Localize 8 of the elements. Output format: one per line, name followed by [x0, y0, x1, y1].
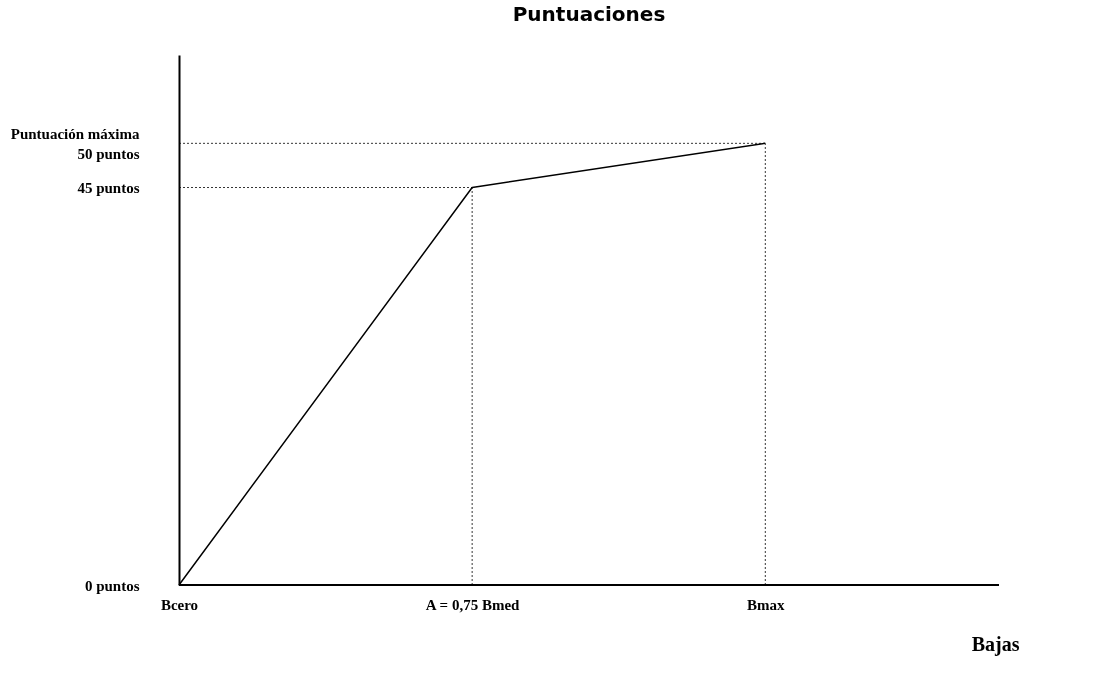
x-tick-label: A = 0,75 Bmed	[425, 596, 521, 613]
x-tick-label: Bmax	[747, 596, 786, 613]
y-tick-label: 45 puntos	[77, 180, 140, 196]
y-tick-label: Puntuación máxima 50 puntos	[10, 125, 140, 162]
y-tick-label: 0 puntos	[84, 577, 140, 594]
x-axis-title: Bajas	[971, 632, 1020, 656]
x-tick-label: Bcero	[160, 596, 199, 613]
chart-title: Puntuaciones	[512, 2, 666, 26]
